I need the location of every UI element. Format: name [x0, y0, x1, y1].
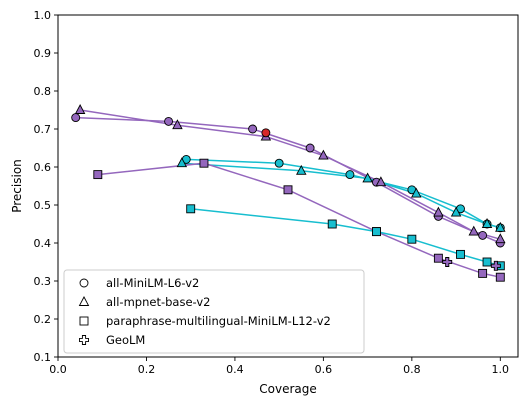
highlight-point [261, 128, 271, 138]
legend-entry: GeoLM [106, 333, 145, 347]
triangle-point [450, 206, 462, 217]
triangle-point [411, 187, 422, 198]
legend: all-MiniLM-L6-v2 all-mpnet-base-v2 paraphr… [63, 269, 365, 354]
y-tick-label: 1.0 [34, 9, 52, 22]
plus-point [442, 257, 453, 267]
x-axis-label: Coverage [259, 382, 317, 396]
legend-marker [79, 316, 89, 326]
square-point [186, 204, 196, 214]
square-point [93, 170, 103, 180]
x-tick-label: 0.4 [226, 363, 244, 376]
legend-marker [78, 296, 90, 306]
x-tick-label: 0.0 [49, 363, 67, 376]
x-tick-label: 0.2 [138, 363, 156, 376]
square-point [478, 268, 488, 278]
series-line [79, 109, 501, 240]
triangle-point [362, 172, 373, 183]
square-point [433, 253, 443, 263]
triangle-point [318, 149, 329, 160]
y-tick-label: 0.9 [34, 47, 52, 60]
legend-box [63, 269, 365, 354]
triangle-point [433, 206, 444, 217]
axes: 0.0 0.2 0.4 0.6 0.8 1.0 0.1 0.2 0.3 0.4 0.5 0.6 0.7 0… [10, 9, 509, 396]
triangle-point [296, 164, 307, 175]
circle-point [305, 143, 315, 153]
legend-marker [79, 278, 89, 288]
y-tick-label: 0.4 [34, 237, 52, 250]
y-tick-label: 0.6 [34, 161, 52, 174]
square-point [283, 185, 293, 195]
triangle-point [172, 119, 183, 130]
square-point [327, 219, 337, 229]
data-markers [71, 104, 506, 282]
legend-entry: paraphrase-multilingual-MiniLM-L12-v2 [106, 314, 331, 328]
y-axis-label: Precision [10, 159, 24, 213]
triangle-point [375, 176, 387, 187]
square-point [372, 227, 381, 237]
y-tick-label: 0.1 [34, 351, 52, 364]
x-tick-label: 0.6 [315, 363, 333, 376]
x-tick-label: 1.0 [492, 363, 510, 376]
triangle-point [495, 221, 506, 232]
square-point [199, 158, 209, 168]
triangle-point [176, 157, 188, 168]
circle-point [274, 158, 284, 168]
circle-point [164, 116, 174, 126]
y-tick-label: 0.8 [34, 85, 52, 98]
square-point [456, 249, 465, 259]
y-tick-label: 0.5 [34, 199, 52, 212]
triangle-point [481, 218, 493, 228]
circle-point [71, 113, 81, 123]
square-point [482, 257, 492, 267]
circle-point [345, 170, 355, 180]
legend-entry: all-MiniLM-L6-v2 [106, 276, 199, 290]
y-tick-label: 0.7 [34, 123, 52, 136]
triangle-point [495, 233, 506, 244]
y-tick-label: 0.2 [34, 313, 52, 326]
square-point [495, 272, 505, 282]
triangle-point [74, 104, 86, 114]
plus-point [490, 260, 501, 271]
triangle-point [468, 225, 480, 236]
legend-entry: all-mpnet-base-v2 [106, 295, 211, 309]
legend-marker [79, 335, 89, 345]
x-tick-label: 0.8 [403, 363, 421, 376]
circle-point [478, 230, 488, 240]
circle-point [248, 124, 258, 134]
square-point [407, 234, 417, 244]
y-tick-label: 0.3 [34, 275, 52, 288]
